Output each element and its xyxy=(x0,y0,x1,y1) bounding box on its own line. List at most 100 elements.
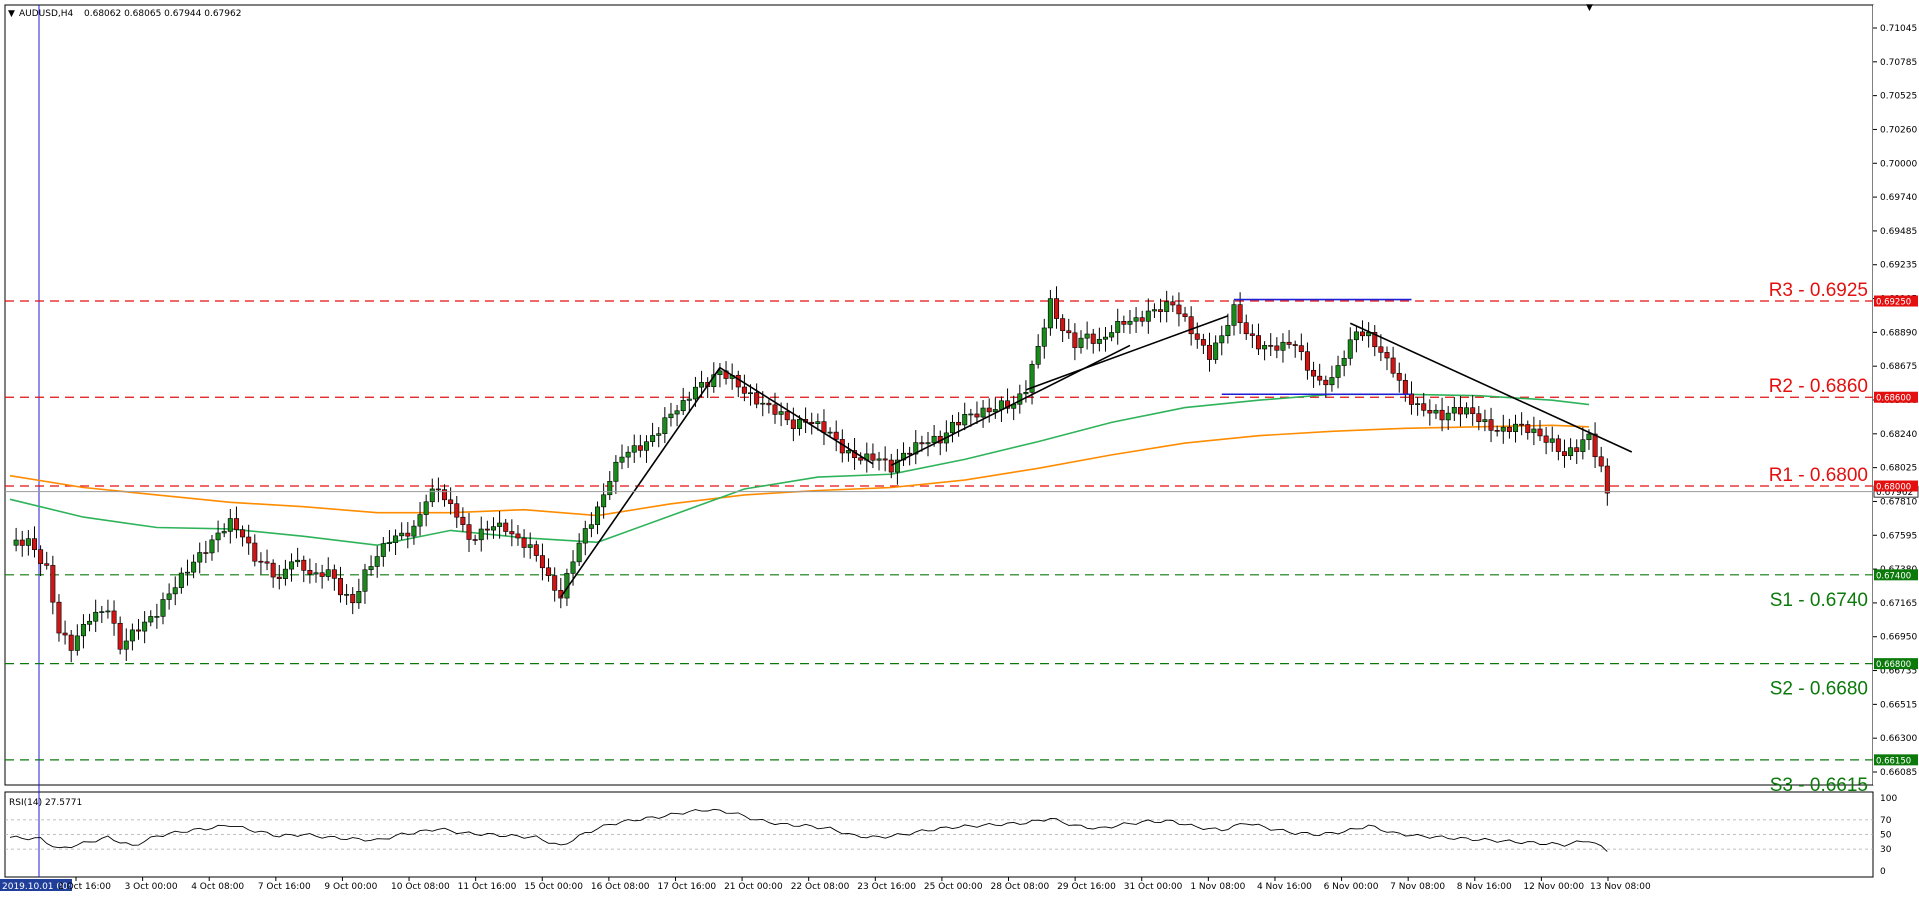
level-price-box-text: 0.68600 xyxy=(1876,394,1911,404)
bullish-candle xyxy=(1213,342,1219,360)
bullish-candle xyxy=(429,488,435,503)
time-tick-label: 11 Oct 16:00 xyxy=(458,882,517,892)
bullish-candle xyxy=(962,413,968,426)
bearish-candle xyxy=(637,445,643,451)
bearish-candle xyxy=(533,544,539,556)
rsi-tick-label: 70 xyxy=(1880,816,1892,826)
bearish-candle xyxy=(1060,318,1066,332)
bullish-candle xyxy=(1115,321,1121,333)
bullish-candle xyxy=(845,450,851,454)
bullish-candle xyxy=(191,561,197,573)
bearish-candle xyxy=(809,421,815,424)
bearish-candle xyxy=(1005,400,1011,409)
chart-header-arrow[interactable]: ▼ xyxy=(8,9,15,19)
bearish-candle xyxy=(203,552,209,554)
bullish-candle xyxy=(686,398,692,401)
bearish-candle xyxy=(1188,316,1194,335)
bearish-candle xyxy=(858,457,864,461)
price-tick-label: 0.70000 xyxy=(1880,159,1917,169)
bearish-candle xyxy=(1457,407,1463,415)
time-tick-label: 15 Oct 00:00 xyxy=(524,882,583,892)
level-price-box xyxy=(1874,658,1918,670)
bullish-candle xyxy=(13,539,19,546)
bearish-candle xyxy=(1439,409,1445,421)
bullish-candle xyxy=(968,413,974,416)
time-tick-label: 6 Nov 00:00 xyxy=(1324,882,1379,892)
bearish-candle xyxy=(1274,345,1280,351)
bearish-candle xyxy=(1298,345,1304,352)
time-tick-label: 25 Oct 00:00 xyxy=(924,882,983,892)
bullish-candle xyxy=(93,611,99,622)
last-price-text: 0.67962 xyxy=(1876,488,1913,498)
bearish-candle xyxy=(466,524,472,540)
time-tick-label: 2 Oct 16:00 xyxy=(58,882,111,892)
bearish-candle xyxy=(539,555,545,569)
bullish-candle xyxy=(625,451,631,458)
bullish-candle xyxy=(362,569,368,592)
bullish-candle xyxy=(497,522,503,527)
bullish-candle xyxy=(1280,341,1286,351)
time-tick-label: 31 Oct 00:00 xyxy=(1124,882,1183,892)
bullish-candle xyxy=(662,417,668,434)
price-tick-label: 0.68675 xyxy=(1880,362,1917,372)
bearish-candle xyxy=(1194,333,1200,340)
bearish-candle xyxy=(766,402,772,406)
bearish-candle xyxy=(44,563,50,566)
bearish-candle xyxy=(741,386,747,394)
bearish-candle xyxy=(117,622,123,650)
bearish-candle xyxy=(956,421,962,426)
time-tick-label: 10 Oct 08:00 xyxy=(391,882,450,892)
bullish-candle xyxy=(411,525,417,537)
bullish-candle xyxy=(668,413,674,419)
bearish-candle xyxy=(19,539,25,546)
symbol-header: AUDUSD,H4 xyxy=(19,9,74,19)
rsi-tick-label: 100 xyxy=(1880,794,1897,804)
bearish-candle xyxy=(1054,298,1060,319)
bearish-candle xyxy=(319,572,325,577)
bullish-candle xyxy=(1451,407,1457,414)
collapse-arrow-icon[interactable]: ▼ xyxy=(1586,3,1593,13)
price-tick-label: 0.67595 xyxy=(1880,531,1917,541)
time-tick-label: 23 Oct 16:00 xyxy=(857,882,916,892)
bearish-candle xyxy=(1390,357,1396,374)
bullish-candle xyxy=(1549,438,1555,443)
bullish-candle xyxy=(313,572,319,575)
bearish-candle xyxy=(1396,372,1402,381)
trendline xyxy=(1025,315,1229,391)
bullish-candle xyxy=(221,531,227,534)
time-tick-label: 28 Oct 08:00 xyxy=(991,882,1050,892)
bearish-candle xyxy=(1200,339,1206,346)
bullish-candle xyxy=(674,410,680,415)
rsi-tick-label: 0 xyxy=(1880,867,1886,877)
bullish-candle xyxy=(998,400,1004,410)
bullish-candle xyxy=(527,544,533,548)
time-tick-label: 2019.10.01 00:00 xyxy=(2,882,83,892)
bullish-candle xyxy=(576,542,582,563)
level-label: S3 - 0.6615 xyxy=(1770,775,1868,796)
bearish-candle xyxy=(882,458,888,461)
bullish-candle xyxy=(227,518,233,532)
price-tick-label: 0.71045 xyxy=(1880,24,1917,34)
bearish-candle xyxy=(1408,393,1414,405)
price-tick-label: 0.67810 xyxy=(1880,497,1917,507)
level-price-box-text: 0.66150 xyxy=(1876,756,1911,766)
time-tick-label: 4 Nov 16:00 xyxy=(1257,882,1312,892)
level-label: R3 - 0.6925 xyxy=(1769,280,1868,301)
time-tick-label: 16 Oct 08:00 xyxy=(591,882,650,892)
bullish-candle xyxy=(478,528,484,541)
bearish-candle xyxy=(350,594,356,604)
bearish-candle xyxy=(276,576,282,579)
bearish-candle xyxy=(1066,330,1072,334)
price-tick-label: 0.70525 xyxy=(1880,92,1917,102)
rsi-label: RSI(14) 27.5771 xyxy=(9,798,82,808)
bearish-candle xyxy=(1360,331,1366,337)
bearish-candle xyxy=(821,421,827,433)
bearish-candle xyxy=(442,489,448,501)
bullish-candle xyxy=(796,419,802,429)
bearish-candle xyxy=(833,431,839,440)
bullish-candle xyxy=(178,572,184,588)
time-tick-label: 13 Nov 08:00 xyxy=(1590,882,1651,892)
bearish-candle xyxy=(1574,447,1580,452)
bullish-candle xyxy=(289,561,295,570)
bearish-candle xyxy=(337,578,343,596)
